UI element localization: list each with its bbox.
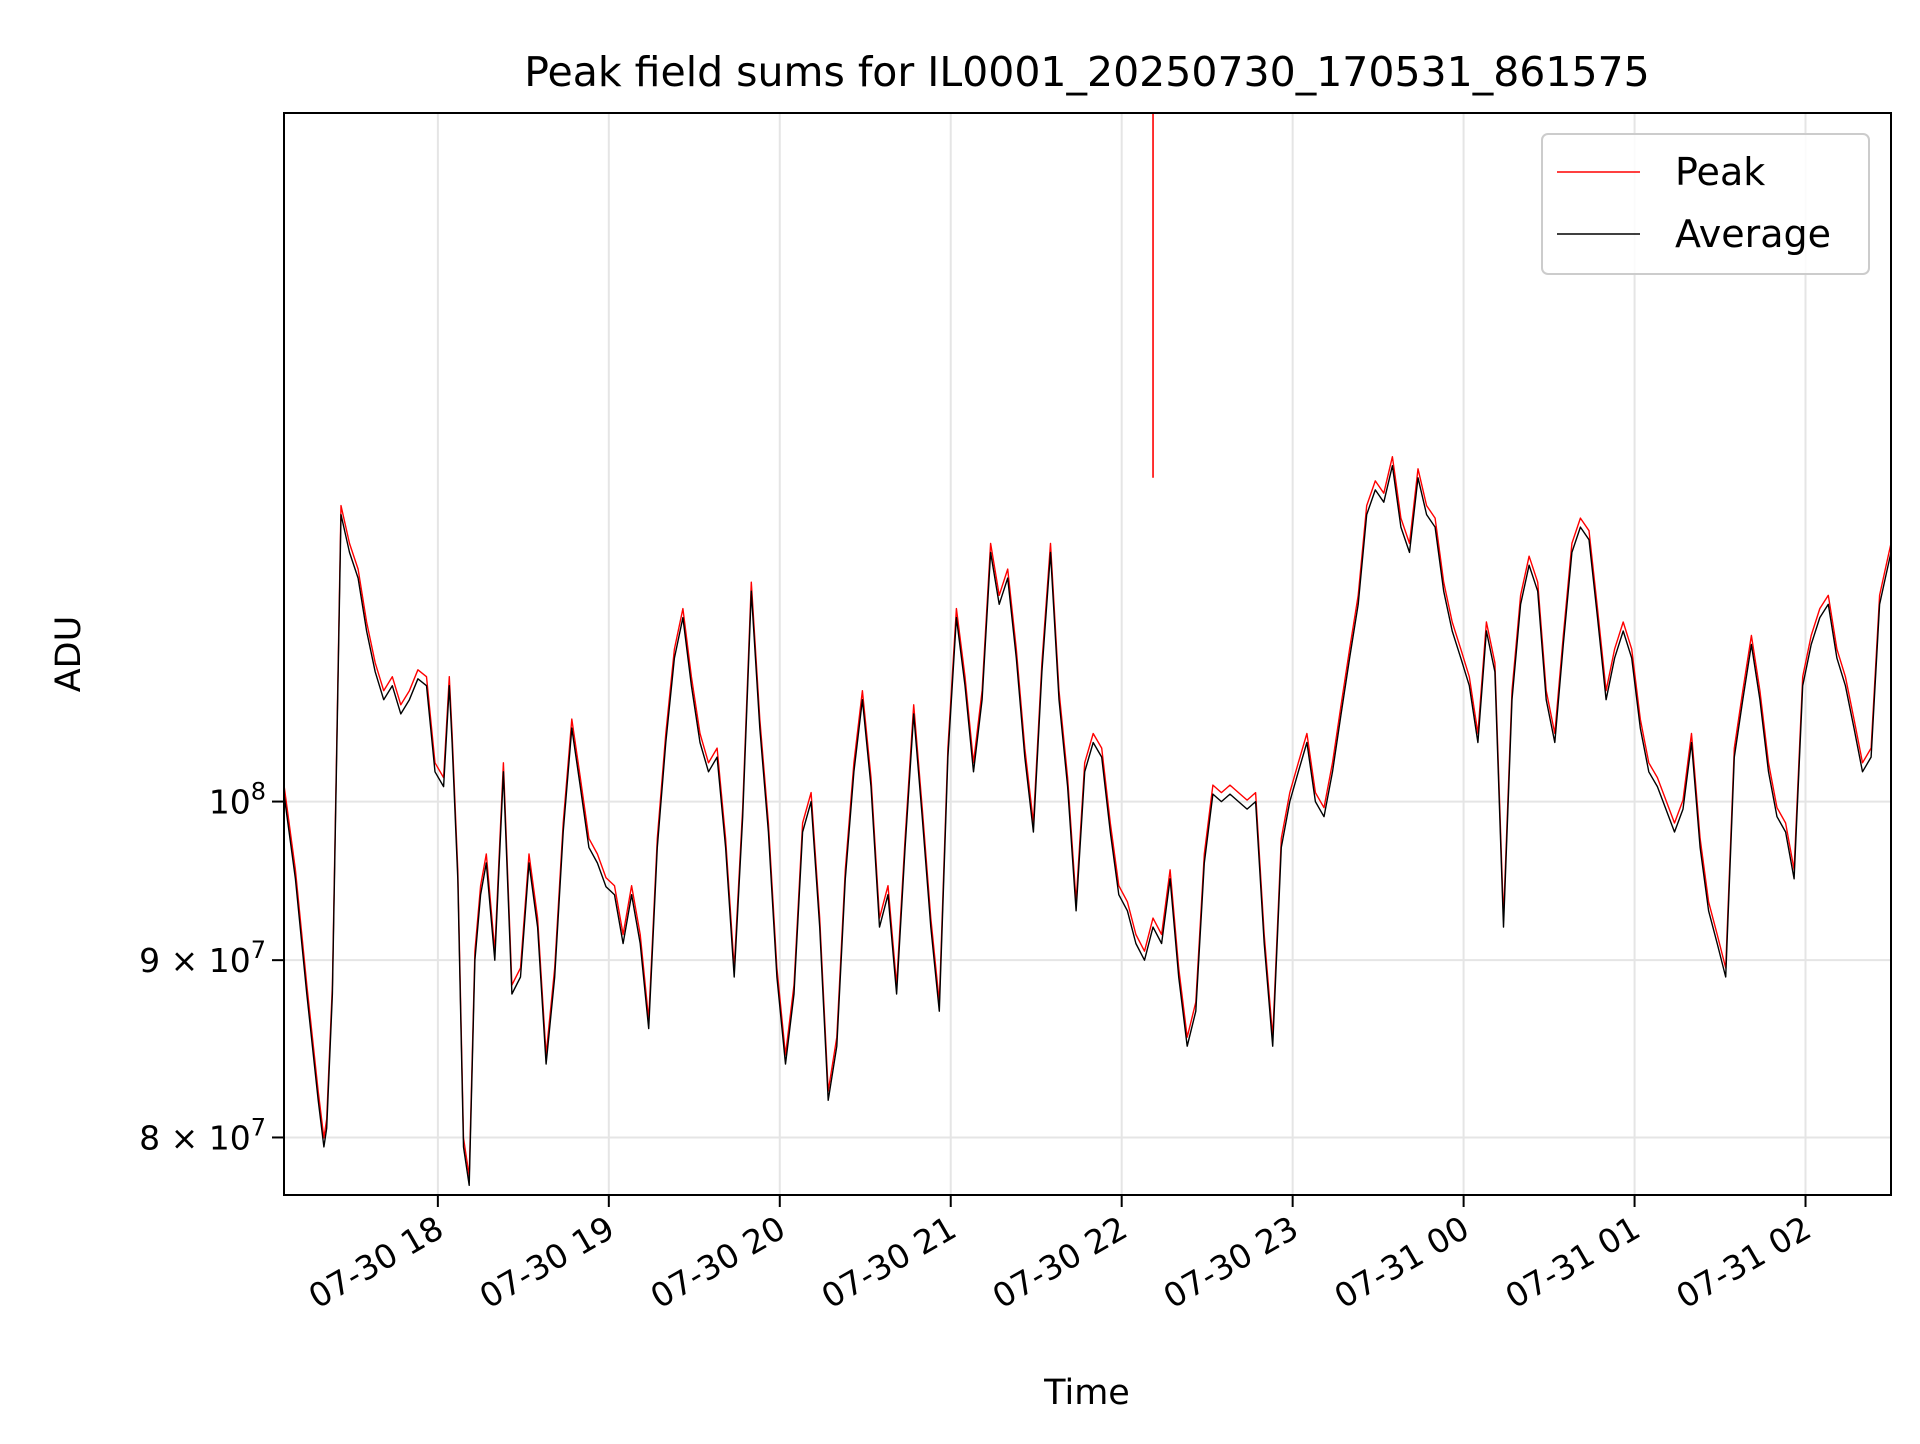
y-tick-label: 108	[209, 778, 266, 822]
legend: Peak Average	[1541, 133, 1870, 275]
y-axis-label: ADU	[49, 616, 89, 693]
series-line-average	[283, 465, 1892, 1186]
x-axis-label: Time	[1043, 1373, 1130, 1413]
legend-peak-label: Peak	[1675, 150, 1765, 194]
plot-frame	[283, 112, 1892, 1196]
legend-average-label: Average	[1675, 212, 1831, 256]
legend-box	[1541, 133, 1870, 275]
grid	[284, 113, 1891, 1195]
y-tick-label: 9 × 107	[139, 936, 266, 980]
chart-title: Peak field sums for IL0001_20250730_1705…	[524, 48, 1649, 96]
y-tick-label: 8 × 107	[139, 1113, 266, 1157]
plot-lines	[283, 113, 1892, 1186]
